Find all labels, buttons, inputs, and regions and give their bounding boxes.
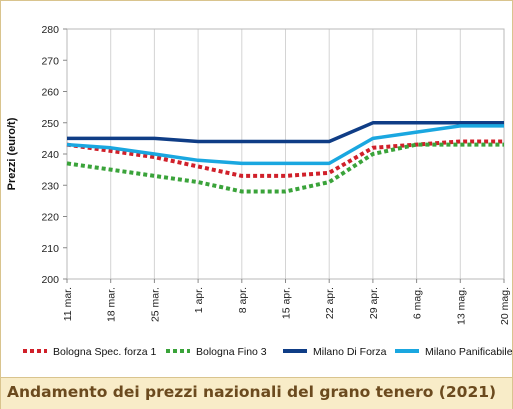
y-tick-labels: 200 210 220 230 240 250 260 270 280 [41,24,59,286]
x-tick-label: 18 mar. [106,287,118,322]
x-tick-label: 29 apr. [368,287,380,319]
y-tick-label: 250 [41,118,59,130]
y-tick-label: 220 [41,212,59,224]
x-tick-label: 15 apr. [281,287,293,319]
legend-label: Bologna Fino 3 [196,346,267,358]
x-tick-label: 6 mag. [412,287,424,319]
legend-label: Milano Di Forza [313,346,387,358]
grid [110,29,461,279]
legend: Bologna Spec. forza 1 Bologna Fino 3 Milan… [23,346,512,358]
x-tick-label: 22 apr. [324,287,336,319]
x-tick-label: 8 apr. [237,287,249,313]
y-tick-label: 240 [41,149,59,161]
x-tick-labels: 11 mar. 18 mar. 25 mar. 1 apr. 8 apr. 15 apr.… [62,287,511,325]
series-line-3 [67,121,504,144]
y-tick-label: 230 [41,180,59,192]
y-tick-label: 210 [41,243,59,255]
y-tick-label: 200 [41,274,59,286]
axes [63,28,505,283]
legend-label: Bologna Spec. forza 1 [53,346,156,358]
series-line-4 [66,124,504,166]
y-axis-title: Prezzi (euro/t) [6,117,18,190]
x-tick-label: 25 mar. [149,287,161,322]
legend-label: Milano Panificabile [425,346,512,358]
x-tick-label: 11 mar. [62,287,74,321]
x-tick-label: 13 mag. [455,287,467,325]
chart-caption: Andamento dei prezzi nazionali del grano… [7,383,497,401]
series-line-1 [66,139,504,178]
y-tick-label: 280 [41,24,59,36]
y-tick-label: 260 [41,87,59,99]
line-chart: 200 210 220 230 240 250 260 270 280 11 mar. 18 ma… [6,24,512,358]
x-tick-label: 1 apr. [193,287,205,313]
y-tick-label: 270 [41,55,59,67]
series-line-2 [66,142,504,194]
series-lines [66,121,504,194]
caption-bar: Andamento dei prezzi nazionali del grano… [1,377,512,409]
x-tick-label: 20 mag. [499,287,511,325]
